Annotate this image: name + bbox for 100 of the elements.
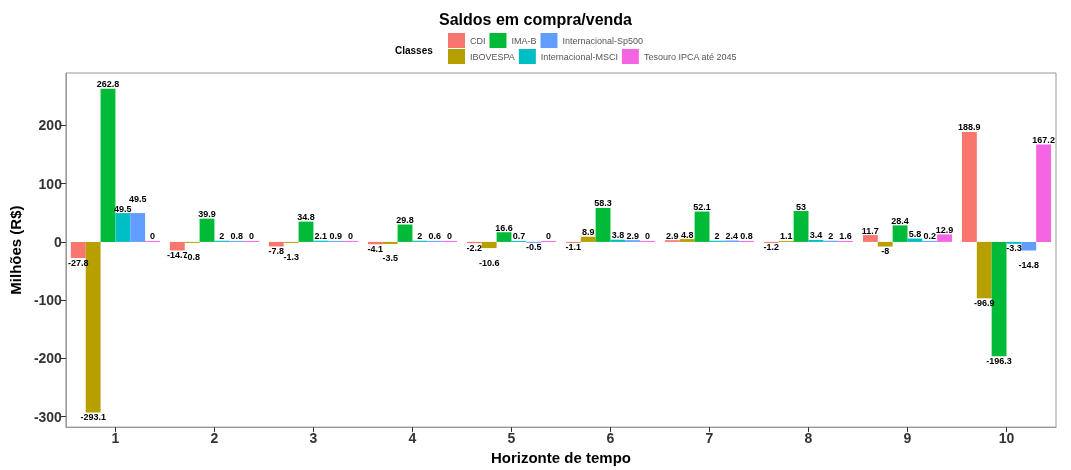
bar bbox=[397, 224, 413, 242]
x-tick-label: 4 bbox=[408, 430, 417, 447]
data-label: 52.1 bbox=[693, 202, 711, 213]
data-label: 0.6 bbox=[428, 231, 441, 242]
data-label: 28.4 bbox=[891, 215, 909, 226]
data-label: 1.6 bbox=[839, 231, 852, 242]
data-label: -8 bbox=[881, 246, 890, 257]
y-tick-label: -100 bbox=[33, 292, 63, 309]
data-label: 11.7 bbox=[861, 225, 879, 236]
data-label: 0.2 bbox=[923, 231, 937, 242]
legend-label: IBOVESPA bbox=[470, 51, 515, 62]
bar bbox=[610, 239, 626, 242]
data-label: 12.9 bbox=[935, 224, 954, 235]
data-label: -1.2 bbox=[763, 242, 780, 253]
data-label: 2.9 bbox=[666, 230, 679, 241]
legend-label: IMA-B bbox=[511, 35, 537, 46]
bar bbox=[1036, 144, 1052, 242]
legend-title: Classes bbox=[395, 44, 434, 56]
bar bbox=[679, 239, 695, 242]
bar bbox=[862, 235, 878, 242]
legend-label: Internacional-Sp500 bbox=[562, 35, 644, 46]
data-label: 0 bbox=[645, 231, 651, 242]
data-label: 167.2 bbox=[1032, 135, 1055, 146]
x-tick-label: 6 bbox=[606, 430, 615, 447]
legend-label: Internacional-MSCI bbox=[540, 51, 618, 62]
data-label: -10.6 bbox=[478, 257, 500, 268]
data-label: 0.7 bbox=[512, 231, 526, 242]
data-label: 4.8 bbox=[680, 229, 694, 240]
data-label: -196.3 bbox=[986, 355, 1012, 366]
data-label: 3.8 bbox=[611, 230, 625, 241]
y-tick-label: -300 bbox=[33, 408, 63, 425]
bar bbox=[793, 211, 809, 242]
data-label: 3.4 bbox=[809, 230, 823, 241]
data-label: 8.9 bbox=[581, 227, 595, 238]
data-label: 0 bbox=[546, 231, 552, 242]
x-tick-label: 9 bbox=[903, 430, 912, 447]
bar bbox=[496, 232, 512, 242]
x-tick-label: 10 bbox=[998, 430, 1015, 447]
bar bbox=[976, 241, 992, 299]
bar bbox=[100, 88, 116, 242]
bar bbox=[892, 225, 908, 242]
data-label: -0.5 bbox=[525, 242, 542, 253]
data-label: 53 bbox=[796, 201, 807, 212]
y-tick-label: -200 bbox=[33, 350, 63, 367]
y-axis-title: Milhões (R$) bbox=[7, 205, 24, 295]
bar bbox=[382, 241, 398, 244]
y-tick-label: 200 bbox=[38, 117, 63, 134]
data-label: -1.3 bbox=[283, 252, 299, 263]
data-label: 34.8 bbox=[297, 212, 315, 223]
legend-label: CDI bbox=[470, 35, 486, 46]
bar bbox=[481, 241, 497, 249]
bar bbox=[595, 207, 611, 242]
data-label: 0.8 bbox=[740, 231, 753, 242]
data-label: 2.9 bbox=[626, 230, 639, 241]
bar bbox=[961, 131, 977, 242]
data-label: 0 bbox=[150, 231, 156, 242]
bar bbox=[937, 234, 953, 242]
data-label: 0 bbox=[447, 231, 453, 242]
bar bbox=[70, 241, 86, 259]
data-label: 188.9 bbox=[958, 122, 981, 133]
data-label: -7.8 bbox=[268, 245, 285, 256]
data-label: 16.6 bbox=[495, 222, 513, 233]
x-tick-label: 5 bbox=[507, 430, 516, 447]
data-label: -4.1 bbox=[367, 243, 384, 254]
bar bbox=[199, 218, 215, 242]
x-tick-label: 3 bbox=[309, 430, 318, 447]
x-tick-label: 7 bbox=[705, 430, 714, 447]
data-label: 5.8 bbox=[908, 229, 922, 240]
data-label: -293.1 bbox=[80, 412, 106, 423]
x-tick-label: 2 bbox=[210, 430, 219, 447]
y-tick-label: 0 bbox=[54, 233, 63, 250]
chart-title: Saldos em compra/venda bbox=[439, 10, 633, 28]
data-label: 39.9 bbox=[198, 209, 216, 220]
data-label: 29.8 bbox=[396, 215, 414, 226]
data-label: -1.1 bbox=[565, 242, 582, 253]
data-label: 2 bbox=[417, 231, 423, 242]
x-tick-label: 1 bbox=[111, 430, 120, 447]
data-label: 0.8 bbox=[230, 231, 243, 242]
bar bbox=[580, 236, 596, 242]
bar bbox=[694, 211, 710, 242]
bar bbox=[115, 213, 131, 242]
bar bbox=[268, 241, 284, 247]
data-label: 2 bbox=[828, 231, 834, 242]
data-label: -14.8 bbox=[1018, 260, 1040, 271]
bar bbox=[169, 241, 185, 251]
data-label: 0 bbox=[348, 231, 354, 242]
x-axis-title: Horizonte de tempo bbox=[490, 449, 631, 466]
data-label: 2 bbox=[714, 231, 720, 242]
data-label: -2.2 bbox=[466, 242, 483, 253]
bar bbox=[877, 241, 893, 247]
data-label: 1.1 bbox=[779, 231, 793, 242]
data-label: 0 bbox=[249, 231, 255, 242]
x-tick-label: 8 bbox=[804, 430, 813, 447]
data-label: -3.5 bbox=[382, 253, 398, 264]
data-label: 58.3 bbox=[594, 198, 612, 209]
y-tick-label: 100 bbox=[38, 175, 63, 192]
bar bbox=[298, 221, 314, 242]
bar bbox=[1021, 241, 1037, 251]
data-label: -3.3 bbox=[1006, 243, 1022, 254]
data-label: 2 bbox=[219, 231, 225, 242]
